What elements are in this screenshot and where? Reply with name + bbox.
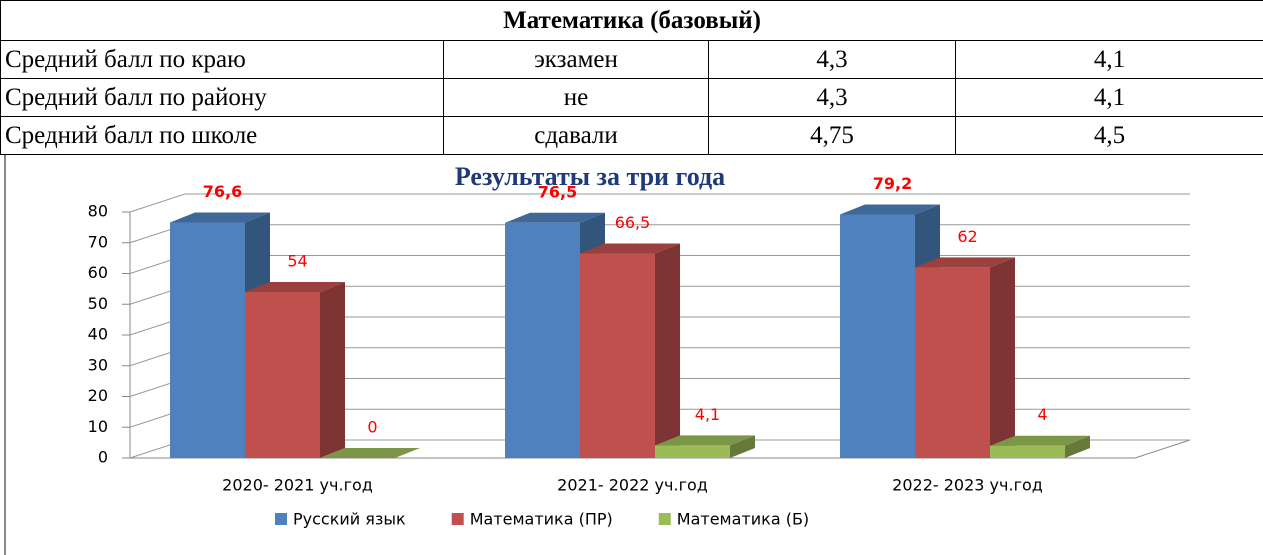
cell: Средний балл по краю (0, 40, 444, 79)
bar-top (320, 448, 420, 458)
results-table: Математика (базовый) Средний балл по кра… (0, 0, 1263, 155)
value-label: 79,2 (873, 174, 912, 193)
value-label: 76,5 (538, 182, 577, 201)
y-tick-label: 0 (98, 448, 108, 467)
legend-swatch (451, 513, 464, 525)
y-tick-label: 40 (88, 325, 108, 344)
legend-label: Русский язык (293, 510, 406, 529)
cell: сдавали (443, 116, 709, 155)
bar-top (915, 257, 1015, 268)
bar (655, 445, 730, 458)
x-tick-label: 2022- 2023 уч.год (892, 476, 1043, 495)
bar-top (655, 435, 755, 446)
bar-top (170, 212, 270, 223)
table-title: Математика (базовый) (0, 0, 1263, 41)
chart-title: Результаты за три года (455, 162, 725, 191)
bar (170, 222, 245, 458)
cell: экзамен (443, 40, 709, 79)
value-label: 62 (957, 227, 977, 246)
y-tick-label: 20 (88, 386, 108, 405)
bar-side (730, 435, 755, 458)
legend-swatch (275, 513, 287, 525)
y-tick-label: 50 (88, 294, 108, 313)
cell: 4,5 (954, 116, 1263, 155)
value-label: 54 (287, 251, 307, 270)
chart: Результаты за три года 01020304050607080… (4, 155, 1191, 555)
bar-side (1065, 435, 1090, 458)
bar (580, 253, 655, 458)
bar (915, 267, 990, 458)
x-tick-label: 2021- 2022 уч.год (557, 476, 708, 495)
cell: Средний балл по району (0, 78, 444, 117)
bar (840, 214, 915, 458)
cell: не (443, 78, 709, 117)
bar (505, 222, 580, 458)
cell: 4,75 (708, 116, 956, 155)
grid-line (129, 224, 1190, 244)
value-label: 4,1 (695, 405, 720, 424)
grid-line (129, 193, 1190, 213)
value-label: 66,5 (615, 213, 651, 232)
bar-top (580, 243, 680, 254)
cell: 4,1 (954, 78, 1263, 117)
bar-top (245, 281, 345, 292)
bar-side (655, 243, 680, 458)
y-tick-label: 80 (88, 202, 108, 221)
value-label: 0 (367, 418, 377, 437)
value-label: 76,6 (203, 182, 242, 201)
bar-top (505, 212, 605, 223)
bar-side (320, 281, 345, 458)
bar-top (990, 435, 1090, 446)
y-tick-label: 30 (88, 355, 108, 374)
legend-label: Математика (Б) (677, 510, 809, 529)
bar-top (840, 204, 940, 215)
x-tick-label: 2020- 2021 уч.год (222, 476, 373, 495)
legend-swatch (658, 513, 671, 525)
floor (130, 439, 1191, 459)
y-tick-label: 10 (88, 417, 108, 436)
cell: Средний балл по школе (0, 116, 444, 155)
cell: 4,1 (954, 40, 1263, 79)
cell: 4,3 (708, 78, 956, 117)
bar-side (990, 257, 1015, 458)
bar (245, 291, 320, 458)
value-label: 4 (1037, 405, 1047, 424)
cell: 4,3 (708, 40, 956, 79)
y-tick-label: 70 (88, 232, 108, 251)
bar (990, 445, 1065, 458)
legend-label: Математика (ПР) (470, 510, 613, 529)
y-tick-label: 60 (88, 263, 108, 282)
